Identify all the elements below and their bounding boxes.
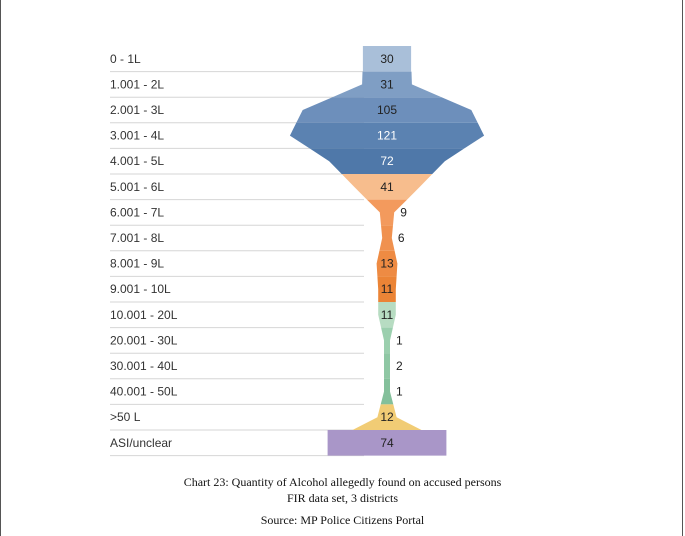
value-label: 9: [400, 205, 407, 219]
category-label: 20.001 - 30L: [110, 333, 178, 347]
value-label: 11: [381, 282, 394, 296]
chart-source: Source: MP Police Citizens Portal: [260, 513, 425, 527]
funnel-shapes: [289, 46, 485, 456]
category-label: >50 L: [110, 410, 141, 424]
category-label: 3.001 - 4L: [110, 129, 164, 143]
value-label: 121: [377, 129, 397, 143]
category-label: 8.001 - 9L: [110, 257, 164, 271]
value-label: 12: [380, 410, 394, 424]
category-label: 9.001 - 10L: [110, 282, 171, 296]
category-label: 40.001 - 50L: [110, 385, 178, 399]
funnel-segment: [377, 276, 397, 302]
funnel-segment: [378, 302, 396, 328]
category-label: 10.001 - 20L: [110, 308, 178, 322]
funnel-segment: [332, 71, 442, 98]
funnel-segment: [376, 250, 398, 277]
value-label: 105: [377, 103, 397, 117]
funnel-segment: [296, 97, 478, 123]
funnel-segment: [341, 174, 433, 200]
value-label: 30: [380, 52, 394, 66]
category-label: 30.001 - 40L: [110, 359, 178, 373]
funnel-segment: [352, 404, 422, 430]
chart-subtitle: FIR data set, 3 districts: [287, 491, 398, 505]
value-label: 41: [380, 180, 394, 194]
category-label: 0 - 1L: [110, 52, 141, 66]
value-label: 13: [380, 257, 394, 271]
funnel-segment: [327, 430, 447, 456]
category-label: 1.001 - 2L: [110, 77, 164, 91]
category-label: 5.001 - 6L: [110, 180, 164, 194]
category-label: 6.001 - 7L: [110, 205, 164, 219]
category-label: 7.001 - 8L: [110, 231, 164, 245]
value-label: 31: [380, 77, 394, 91]
value-label: 11: [381, 308, 394, 322]
funnel-segment: [380, 378, 394, 405]
value-label: 6: [398, 231, 405, 245]
category-label: 4.001 - 5L: [110, 154, 164, 168]
chart-title: Chart 23: Quantity of Alcohol allegedly …: [183, 475, 502, 489]
funnel-segment: [289, 122, 485, 149]
funnel-segment: [362, 46, 412, 72]
value-label: 2: [396, 359, 403, 373]
funnel-segment: [381, 327, 393, 354]
funnel-segment: [309, 148, 465, 174]
funnel-segment: [384, 353, 390, 379]
value-label: 1: [396, 385, 403, 399]
funnel-segment: [366, 199, 408, 226]
funnel-segment: [379, 225, 395, 251]
value-label: 72: [380, 154, 394, 168]
category-label: ASI/unclear: [110, 436, 172, 450]
value-label: 1: [396, 333, 403, 347]
funnel-chart: 0 - 1L 1.001 - 2L 2.001 - 3L 3.001 - 4L 4.00…: [110, 46, 485, 457]
value-label: 74: [380, 436, 394, 450]
category-label: 2.001 - 3L: [110, 103, 164, 117]
